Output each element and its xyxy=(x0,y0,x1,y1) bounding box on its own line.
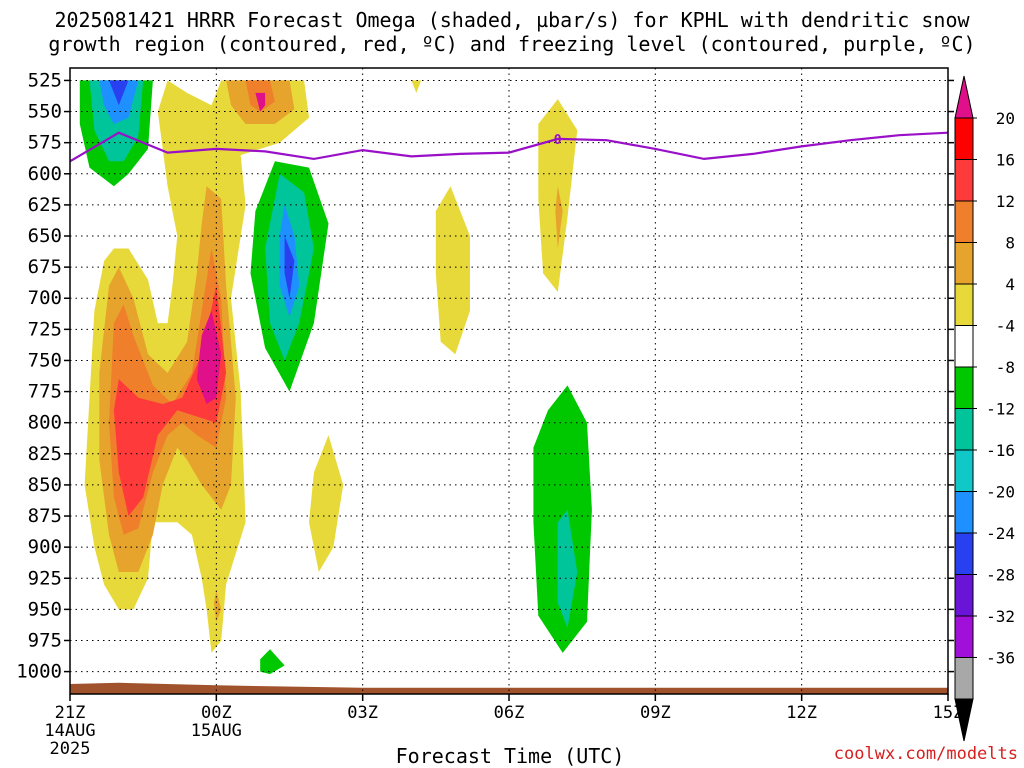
y-tick-label-600: 600 xyxy=(28,163,62,185)
y-tick-label-750: 750 xyxy=(28,349,62,371)
colorbar-segment-11 xyxy=(954,574,974,617)
colorbar-label-7: -12 xyxy=(986,400,1015,419)
y-tick-label-925: 925 xyxy=(28,567,62,589)
omega-region-3 xyxy=(109,80,129,106)
colorbar-label-11: -28 xyxy=(986,566,1015,585)
freezing-level-contour: 0 xyxy=(69,131,949,163)
colorbar-segment-4 xyxy=(954,283,974,326)
y-axis: 525 550 575 600 625 650 675 700 725 750 775 800 825 8… xyxy=(16,69,954,683)
x-tick-label-00Z: 00Z xyxy=(201,703,232,723)
colorbar-label-4: 4 xyxy=(1005,275,1015,294)
omega-region-19 xyxy=(555,186,563,249)
colorbar-segment-1 xyxy=(954,159,974,202)
omega-region-24 xyxy=(411,80,422,93)
colorbar-label-1: 16 xyxy=(996,151,1015,170)
colorbar-label-2: 12 xyxy=(996,192,1015,211)
grid-lines xyxy=(69,68,949,694)
colorbar-segment-6 xyxy=(954,366,974,409)
y-tick-label-675: 675 xyxy=(28,256,62,278)
omega-region-23 xyxy=(260,649,285,675)
colorbar-segment-5 xyxy=(954,325,974,368)
y-tick-label-700: 700 xyxy=(28,287,62,309)
x-tick-sublabel-15AUG: 15AUG xyxy=(191,721,242,741)
colorbar-segment-3 xyxy=(954,242,974,285)
y-tick-label-775: 775 xyxy=(28,381,62,403)
omega-region-10 xyxy=(196,310,222,404)
y-tick-label-850: 850 xyxy=(28,474,62,496)
y-tick-label-1000: 1000 xyxy=(16,661,62,683)
y-tick-label-950: 950 xyxy=(28,598,62,620)
y-tick-label-575: 575 xyxy=(28,132,62,154)
freezing-level-line xyxy=(69,131,949,163)
colorbar-label-8: -16 xyxy=(986,441,1015,460)
freezing-level-label: 0 xyxy=(554,133,562,148)
x-axis-title: Forecast Time (UTC) xyxy=(395,744,625,768)
x-tick-sublabel-14AUG: 14AUG xyxy=(44,721,95,741)
omega-region-15 xyxy=(284,236,295,299)
colorbar-label-6: -8 xyxy=(996,358,1015,377)
colorbar-label-9: -20 xyxy=(986,483,1015,502)
y-tick-label-625: 625 xyxy=(28,194,62,216)
colorbar-label-13: -36 xyxy=(986,649,1015,668)
y-tick-label-800: 800 xyxy=(28,412,62,434)
colorbar-segment-13 xyxy=(954,657,974,700)
colorbar-label-12: -32 xyxy=(986,607,1015,626)
colorbar-segment-8 xyxy=(954,449,974,492)
y-tick-label-525: 525 xyxy=(28,69,62,91)
colorbar-top-arrow xyxy=(954,75,974,119)
omega-region-9 xyxy=(113,285,227,516)
y-tick-label-875: 875 xyxy=(28,505,62,527)
colorbar-label-0: 20 xyxy=(996,109,1015,128)
colorbar-segment-7 xyxy=(954,408,974,451)
colorbar-segment-9 xyxy=(954,491,974,534)
terrain-fill xyxy=(70,682,948,694)
omega-region-17 xyxy=(309,435,344,572)
x-tick-label-09Z: 09Z xyxy=(640,703,671,723)
y-tick-label-825: 825 xyxy=(28,443,62,465)
x-tick-sublabel-2025: 2025 xyxy=(50,739,91,759)
colorbar-segment-2 xyxy=(954,200,974,243)
omega-region-11 xyxy=(255,92,266,112)
colorbar-label-3: 8 xyxy=(1005,234,1015,253)
omega-region-20 xyxy=(213,590,222,622)
colorbar-bottom-arrow xyxy=(954,698,974,742)
y-tick-label-975: 975 xyxy=(28,629,62,651)
y-tick-label-650: 650 xyxy=(28,225,62,247)
colorbar: 20 16 12 8 4 -4 -8 -12 -16 -20 -24 -28 -32 -36 xyxy=(954,75,1015,742)
chart-title-line-2: growth region (contoured, red, ºC) and f… xyxy=(48,32,976,56)
colorbar-segment-10 xyxy=(954,532,974,575)
omega-region-16 xyxy=(435,186,470,355)
chart-title-line-1: 2025081421 HRRR Forecast Omega (shaded, … xyxy=(54,8,970,32)
x-tick-label-12Z: 12Z xyxy=(786,703,817,723)
omega-shading xyxy=(79,80,592,675)
y-tick-label-900: 900 xyxy=(28,536,62,558)
colorbar-label-5: -4 xyxy=(996,317,1015,336)
x-tick-label-06Z: 06Z xyxy=(494,703,525,723)
colorbar-label-10: -24 xyxy=(986,524,1015,543)
omega-region-22 xyxy=(557,509,578,628)
colorbar-segment-0 xyxy=(954,117,974,160)
y-tick-label-725: 725 xyxy=(28,318,62,340)
terrain-layer xyxy=(70,682,948,694)
site-credit: coolwx.com/modelts xyxy=(833,744,1018,764)
x-tick-label-21Z: 21Z xyxy=(55,703,86,723)
colorbar-segment-12 xyxy=(954,615,974,658)
y-tick-label-550: 550 xyxy=(28,101,62,123)
x-tick-label-15Z: 15Z xyxy=(933,703,964,723)
x-tick-label-03Z: 03Z xyxy=(347,703,378,723)
